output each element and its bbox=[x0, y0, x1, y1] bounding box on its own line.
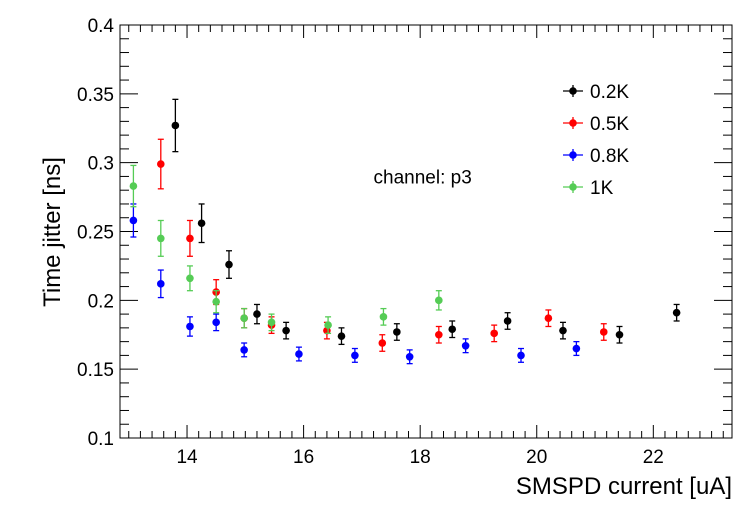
data-point bbox=[240, 314, 248, 323]
legend-marker bbox=[569, 183, 577, 191]
data-point bbox=[157, 280, 165, 288]
data-point bbox=[212, 318, 220, 327]
data-point bbox=[599, 328, 608, 336]
data-point bbox=[157, 234, 165, 243]
data-point bbox=[197, 219, 206, 228]
data-point bbox=[212, 297, 220, 306]
series-0.8K bbox=[129, 203, 581, 365]
data-point bbox=[378, 339, 387, 347]
data-point bbox=[461, 341, 470, 350]
legend-marker bbox=[569, 87, 577, 95]
data-point bbox=[615, 330, 624, 339]
data-point bbox=[393, 328, 401, 336]
data-point bbox=[337, 332, 346, 340]
y-tick-label: 0.3 bbox=[88, 154, 114, 175]
data-point bbox=[253, 310, 261, 318]
x-tick-label: 18 bbox=[410, 447, 431, 468]
data-point bbox=[379, 313, 388, 321]
y-tick-label: 0.1 bbox=[88, 429, 114, 450]
channel-annotation: channel: p3 bbox=[374, 167, 472, 188]
legend-marker bbox=[569, 119, 577, 127]
x-tick-label: 22 bbox=[643, 447, 664, 468]
x-axis-title: SMSPD current [uA] bbox=[516, 473, 732, 500]
data-point bbox=[186, 322, 194, 331]
data-point bbox=[351, 351, 359, 360]
data-point bbox=[435, 296, 443, 305]
data-point bbox=[225, 260, 233, 269]
data-point bbox=[267, 318, 276, 327]
x-axis-ticks: 14 16 18 20 22 bbox=[128, 25, 724, 468]
plot-frame bbox=[119, 24, 733, 439]
data-point bbox=[171, 121, 180, 130]
y-tick-label: 0.2 bbox=[88, 291, 114, 312]
legend-label: 0.8K bbox=[590, 146, 629, 167]
data-point bbox=[517, 351, 525, 360]
legend-label: 1K bbox=[590, 178, 614, 199]
data-point bbox=[240, 346, 248, 354]
y-axis-title: Time jitter [ns] bbox=[39, 157, 66, 307]
y-tick-label: 0.4 bbox=[88, 16, 115, 37]
y-tick-label: 0.25 bbox=[77, 223, 114, 244]
data-point bbox=[186, 234, 194, 243]
data-point bbox=[295, 350, 303, 358]
data-point bbox=[129, 182, 138, 190]
data-point bbox=[572, 344, 581, 353]
data-point bbox=[157, 160, 165, 168]
data-point bbox=[186, 274, 194, 283]
legend-label: 0.5K bbox=[590, 114, 629, 135]
y-tick-label: 0.35 bbox=[77, 85, 114, 106]
data-point bbox=[672, 308, 681, 317]
data-point bbox=[324, 321, 332, 329]
series-0.2K bbox=[171, 98, 681, 346]
y-tick-label: 0.15 bbox=[77, 360, 114, 381]
legend-label: 0.2K bbox=[590, 82, 629, 103]
data-point bbox=[282, 326, 290, 335]
data-point bbox=[490, 329, 498, 338]
data-point bbox=[448, 325, 457, 334]
data-point bbox=[405, 352, 414, 361]
data-point bbox=[435, 330, 443, 339]
y-axis-ticks: 0.1 0.15 0.2 0.25 0.3 0.35 0.4 bbox=[77, 16, 732, 450]
data-point bbox=[129, 216, 138, 225]
x-tick-label: 20 bbox=[526, 447, 547, 468]
data-point bbox=[503, 317, 512, 325]
series-1K bbox=[129, 164, 443, 335]
data-point bbox=[559, 326, 567, 335]
legend: 0.2K 0.5K 0.8K 1K bbox=[563, 82, 629, 199]
legend-marker bbox=[569, 151, 577, 159]
data-points bbox=[129, 98, 681, 365]
x-tick-label: 16 bbox=[293, 447, 314, 468]
x-tick-label: 14 bbox=[176, 447, 198, 468]
data-point bbox=[544, 314, 553, 323]
